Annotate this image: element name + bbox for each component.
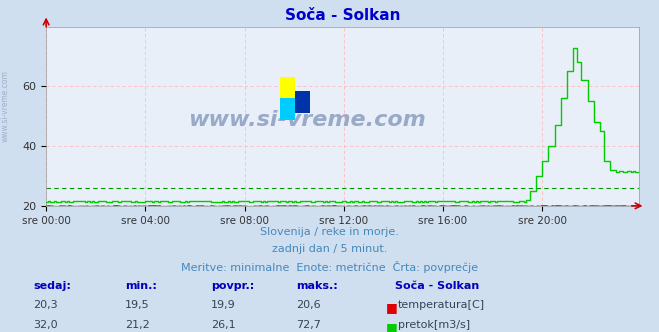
Text: Soča - Solkan: Soča - Solkan [395, 281, 480, 290]
Text: pretok[m3/s]: pretok[m3/s] [398, 320, 470, 330]
Text: 21,2: 21,2 [125, 320, 150, 330]
Text: povpr.:: povpr.: [211, 281, 254, 290]
Text: www.si-vreme.com: www.si-vreme.com [188, 110, 426, 130]
FancyBboxPatch shape [281, 77, 295, 98]
Title: Soča - Solkan: Soča - Solkan [285, 8, 401, 23]
Text: temperatura[C]: temperatura[C] [398, 300, 485, 310]
Text: sedaj:: sedaj: [33, 281, 71, 290]
Text: www.si-vreme.com: www.si-vreme.com [1, 70, 10, 142]
Text: maks.:: maks.: [297, 281, 338, 290]
Text: min.:: min.: [125, 281, 157, 290]
Text: 20,6: 20,6 [297, 300, 321, 310]
Text: Meritve: minimalne  Enote: metrične  Črta: povprečje: Meritve: minimalne Enote: metrične Črta:… [181, 261, 478, 273]
Text: ■: ■ [386, 321, 397, 332]
FancyBboxPatch shape [281, 98, 295, 120]
Text: ■: ■ [386, 301, 397, 314]
Text: 19,5: 19,5 [125, 300, 150, 310]
Text: 26,1: 26,1 [211, 320, 235, 330]
FancyBboxPatch shape [295, 91, 310, 113]
Text: 72,7: 72,7 [297, 320, 322, 330]
Text: 20,3: 20,3 [33, 300, 57, 310]
Text: 32,0: 32,0 [33, 320, 57, 330]
Text: Slovenija / reke in morje.: Slovenija / reke in morje. [260, 227, 399, 237]
Text: zadnji dan / 5 minut.: zadnji dan / 5 minut. [272, 244, 387, 254]
Text: 19,9: 19,9 [211, 300, 236, 310]
